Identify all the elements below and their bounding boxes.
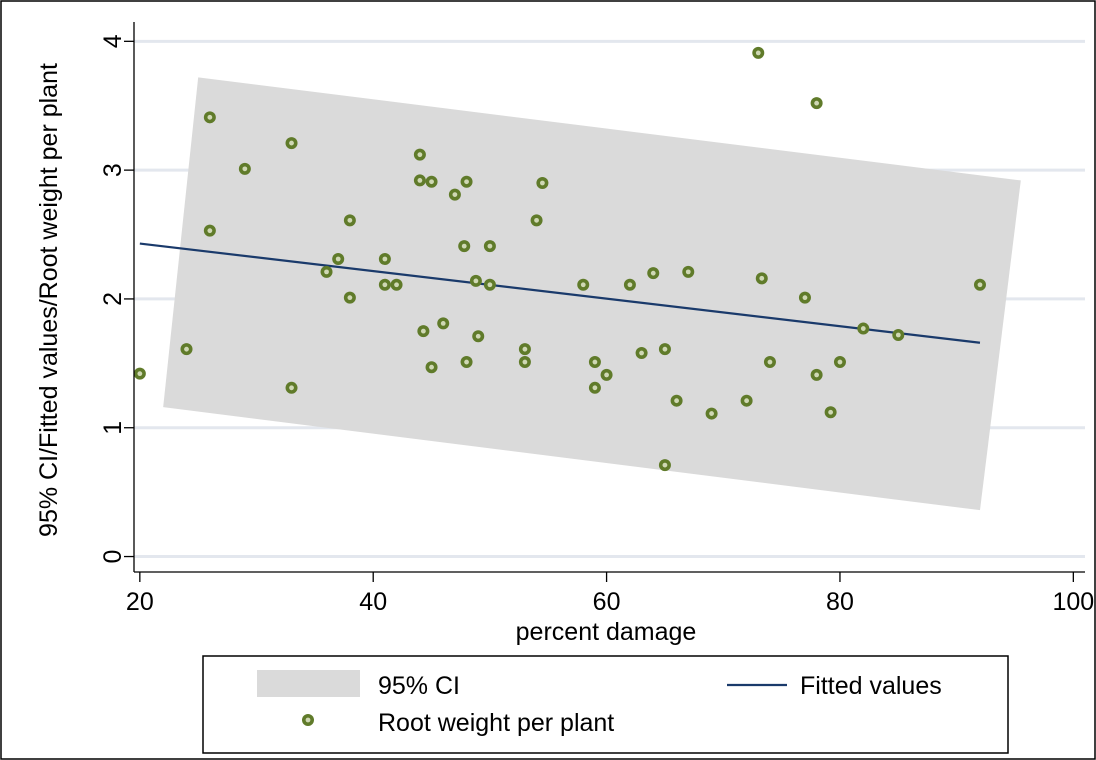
data-point — [425, 175, 438, 188]
x-tick-label-40: 40 — [359, 588, 387, 616]
data-point — [740, 394, 753, 407]
x-tick-label-20: 20 — [126, 588, 154, 616]
x-tick-label-60: 60 — [593, 588, 621, 616]
data-point — [763, 356, 776, 369]
data-point — [320, 265, 333, 278]
data-point — [413, 174, 426, 187]
x-axis-ticks: 20 40 60 80 100 — [126, 572, 1094, 616]
data-point — [824, 406, 837, 419]
data-point — [752, 46, 765, 59]
data-point — [390, 278, 403, 291]
data-point — [417, 325, 430, 338]
data-point — [378, 278, 391, 291]
y-tick-label-0: 0 — [99, 550, 127, 564]
data-point — [810, 97, 823, 110]
data-point — [658, 459, 671, 472]
data-point — [460, 175, 473, 188]
data-point — [647, 267, 660, 280]
data-point — [588, 381, 601, 394]
x-tick-label-80: 80 — [826, 588, 854, 616]
data-point — [536, 177, 549, 190]
data-point — [425, 361, 438, 374]
data-point — [588, 356, 601, 369]
data-point — [460, 356, 473, 369]
data-point — [658, 343, 671, 356]
data-point — [448, 188, 461, 201]
y-axis-label: 95% CI/Fitted values/Root weight per pla… — [35, 63, 63, 537]
data-point — [518, 356, 531, 369]
fitted-line — [139, 242, 981, 344]
fitted-line-layer — [139, 242, 981, 344]
data-point — [483, 278, 496, 291]
data-point — [623, 278, 636, 291]
data-point — [483, 240, 496, 253]
data-point — [203, 111, 216, 124]
legend-point-swatch — [302, 714, 314, 726]
data-point — [670, 394, 683, 407]
legend-ci-label: 95% CI — [378, 672, 460, 700]
data-point — [682, 265, 695, 278]
x-axis-label: percent damage — [516, 618, 697, 646]
data-point — [285, 381, 298, 394]
data-point — [857, 322, 870, 335]
legend-ci-swatch — [257, 670, 360, 697]
data-point — [343, 214, 356, 227]
data-point — [180, 343, 193, 356]
data-point — [203, 224, 216, 237]
x-tick-label-100: 100 — [1052, 588, 1094, 616]
data-point — [238, 162, 251, 175]
data-point — [133, 367, 146, 380]
data-point — [973, 278, 986, 291]
data-point — [472, 330, 485, 343]
data-point — [343, 291, 356, 304]
data-point — [755, 272, 768, 285]
legend-fit-label: Fitted values — [800, 672, 942, 700]
legend: 95% CI Fitted values Root weight per pla… — [202, 655, 1009, 754]
ci-band — [163, 77, 1021, 511]
data-point — [577, 278, 590, 291]
y-tick-label-1: 1 — [99, 421, 127, 435]
data-point — [458, 240, 471, 253]
y-tick-label-3: 3 — [99, 163, 127, 177]
data-point — [810, 368, 823, 381]
data-point — [600, 368, 613, 381]
data-point — [798, 291, 811, 304]
data-point — [332, 253, 345, 266]
y-tick-label-2: 2 — [99, 292, 127, 306]
data-point — [530, 214, 543, 227]
data-point — [413, 148, 426, 161]
y-axis-ticks: 0 1 2 3 4 — [99, 34, 134, 563]
legend-points-label: Root weight per plant — [378, 709, 614, 737]
data-point — [378, 253, 391, 266]
data-point — [469, 274, 482, 287]
data-point — [437, 317, 450, 330]
data-point — [285, 137, 298, 150]
data-point — [518, 343, 531, 356]
ci-band-layer — [163, 77, 1021, 511]
data-point — [892, 328, 905, 341]
data-point — [635, 347, 648, 360]
scatter-points — [133, 46, 986, 472]
y-tick-label-4: 4 — [99, 34, 127, 48]
data-point — [833, 356, 846, 369]
data-point — [705, 407, 718, 420]
